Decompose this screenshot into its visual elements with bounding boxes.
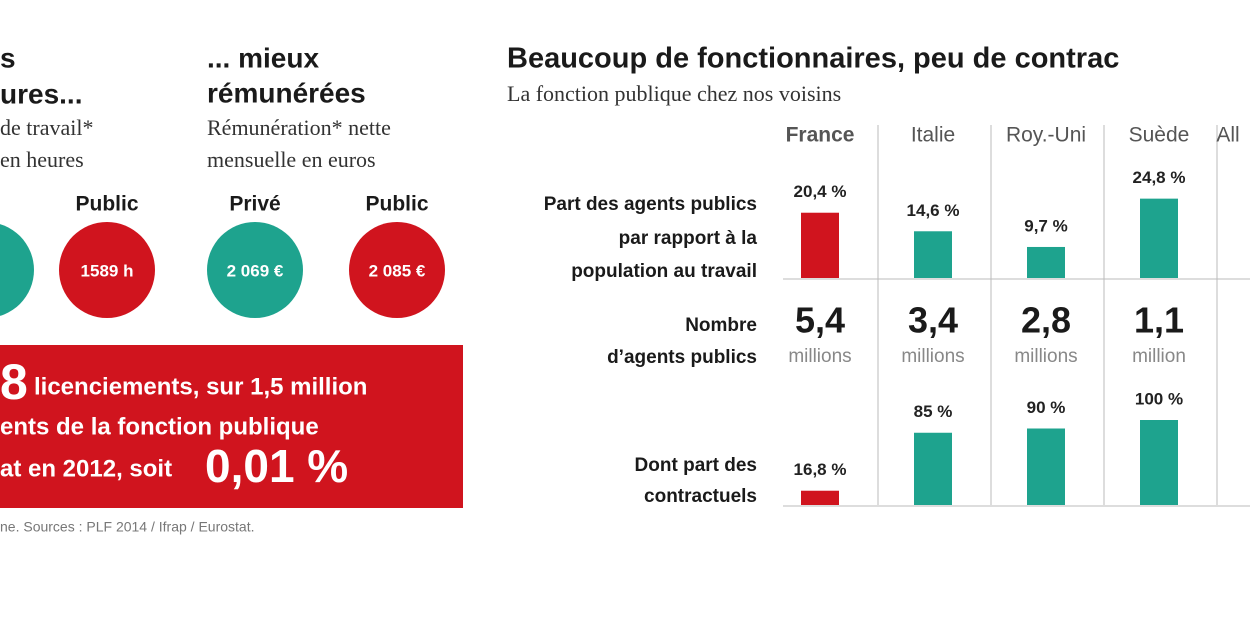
label: Privé [229, 193, 280, 216]
label: Public [75, 193, 138, 216]
agents-unit: million [1132, 346, 1186, 367]
country: France [786, 124, 855, 147]
callout-highlight: 0,01 % [205, 440, 348, 492]
value-label: 14,6 % [907, 201, 960, 220]
value-label: 85 % [914, 402, 953, 421]
country: Italie [911, 124, 955, 147]
title: Beaucoup de fonctionnaires, peu de contr… [507, 43, 1119, 75]
country: Roy.-Uni [1006, 124, 1086, 147]
row-label: d’agents publics [607, 347, 757, 368]
dividers [783, 125, 1250, 507]
circle [349, 222, 445, 318]
hours-subtitle: de travail* [0, 115, 93, 140]
agents-unit: millions [901, 346, 964, 367]
pay-subtitle: Rémunération* nette [207, 115, 391, 140]
row-label: contractuels [644, 486, 757, 507]
pay-title: rémunérées [207, 77, 366, 108]
callout-box [0, 345, 463, 508]
callout-text: licenciements, sur 1,5 million [34, 373, 367, 400]
bar [914, 231, 952, 278]
subtitle: La fonction publique chez nos voisins [507, 81, 841, 106]
value-label: 20,4 % [794, 182, 847, 201]
row-label: par rapport à la [619, 228, 758, 249]
bar [801, 490, 839, 505]
pay-title: ... mieux [207, 42, 319, 73]
agents-unit: millions [1014, 346, 1077, 367]
callout-number: 8 [0, 354, 28, 410]
callout-text: ents de la fonction publique [0, 413, 319, 440]
agents-value: 1,1 [1134, 300, 1184, 341]
agents-value: 5,4 [795, 300, 845, 341]
row-label: Nombre [685, 315, 757, 336]
country: Suède [1129, 124, 1190, 147]
value-label: 9,7 % [1024, 216, 1067, 235]
value-label: 100 % [1135, 389, 1183, 408]
bar [914, 432, 952, 505]
row-label: Dont part des [635, 455, 757, 476]
bar [1027, 428, 1065, 505]
bar [801, 212, 839, 278]
circle-value: 2 085 € [369, 261, 426, 280]
label: Public [365, 193, 428, 216]
footnote: ne. Sources : PLF 2014 / Ifrap / Eurosta… [0, 519, 254, 535]
row-label: population au travail [571, 261, 757, 282]
hours-subtitle: en heures [0, 147, 84, 172]
agents-unit: millions [788, 346, 851, 367]
circle [0, 224, 34, 316]
value-label: 24,8 % [1133, 168, 1186, 187]
bar [1140, 420, 1178, 505]
value-label: 16,8 % [794, 460, 847, 479]
bar [1027, 246, 1065, 278]
hours-title: s [0, 42, 16, 73]
circle [59, 222, 155, 318]
callout-text: at en 2012, soit [0, 455, 172, 482]
value-label: 90 % [1027, 398, 1066, 417]
row-label: Part des agents publics [544, 194, 757, 215]
pay-subtitle: mensuelle en euros [207, 147, 376, 172]
agents-value: 3,4 [908, 300, 958, 341]
hours-title: ures... [0, 78, 82, 109]
circle-value: 2 069 € [227, 261, 284, 280]
circle-value: 1589 h [81, 261, 134, 280]
country: All [1216, 124, 1239, 147]
agents-value: 2,8 [1021, 300, 1071, 341]
circle [207, 222, 303, 318]
bar [1140, 198, 1178, 278]
